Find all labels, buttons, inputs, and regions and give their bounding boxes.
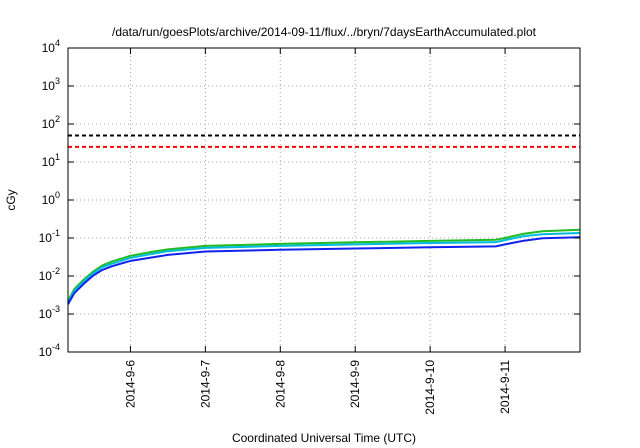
chart-title: /data/run/goesPlots/archive/2014-09-11/f… [112,25,537,39]
series-group [67,228,581,305]
y-tick-label: 104 [42,38,60,55]
y-tick-base: 10 [42,79,56,93]
y-tick-base: 10 [39,307,53,321]
y-tick-label: 10-1 [39,228,60,245]
y-tick-base: 10 [42,155,56,169]
y-tick-label: 101 [42,152,60,169]
y-tick-exponent: 1 [55,152,60,162]
y-axis-label: cGy [4,189,18,210]
y-tick-base: 10 [39,231,53,245]
x-axis-ticks: 2014-9-6 2014-9-7 2014-9-8 2014-9-9 2014-9-1… [123,48,512,415]
y-tick-exponent: 0 [55,190,60,200]
y-tick-exponent: -4 [52,342,60,352]
grid [68,48,580,352]
y-tick-label: 103 [42,76,60,93]
y-tick-base: 10 [39,269,53,283]
y-tick-label: 100 [42,190,60,207]
y-tick-exponent: -1 [52,228,60,238]
y-tick-label: 10-3 [39,304,60,321]
x-tick-label: 2014-9-7 [198,360,212,408]
y-tick-label: 10-2 [39,266,60,283]
x-axis-label: Coordinated Universal Time (UTC) [232,431,416,445]
y-tick-base: 10 [42,41,56,55]
x-tick-label: 2014-9-8 [273,360,287,408]
y-tick-label: 102 [42,114,60,131]
x-tick-label: 2014-9-10 [423,360,437,415]
x-tick-label: 2014-9-6 [123,360,137,408]
y-tick-exponent: 2 [55,114,60,124]
y-tick-exponent: 4 [55,38,60,48]
y-tick-base: 10 [39,345,53,359]
y-tick-base: 10 [42,117,56,131]
x-tick-label: 2014-9-9 [348,360,362,408]
series-line [67,228,581,302]
y-tick-exponent: -3 [52,304,60,314]
plot-frame [67,47,581,353]
series-line [67,236,581,305]
y-tick-exponent: -2 [52,266,60,276]
threshold-lines [68,134,580,148]
x-tick-label: 2014-9-11 [498,360,512,414]
y-tick-exponent: 3 [55,76,60,86]
series-line [67,232,581,304]
y-tick-label: 10-4 [39,342,60,359]
y-tick-base: 10 [42,193,56,207]
